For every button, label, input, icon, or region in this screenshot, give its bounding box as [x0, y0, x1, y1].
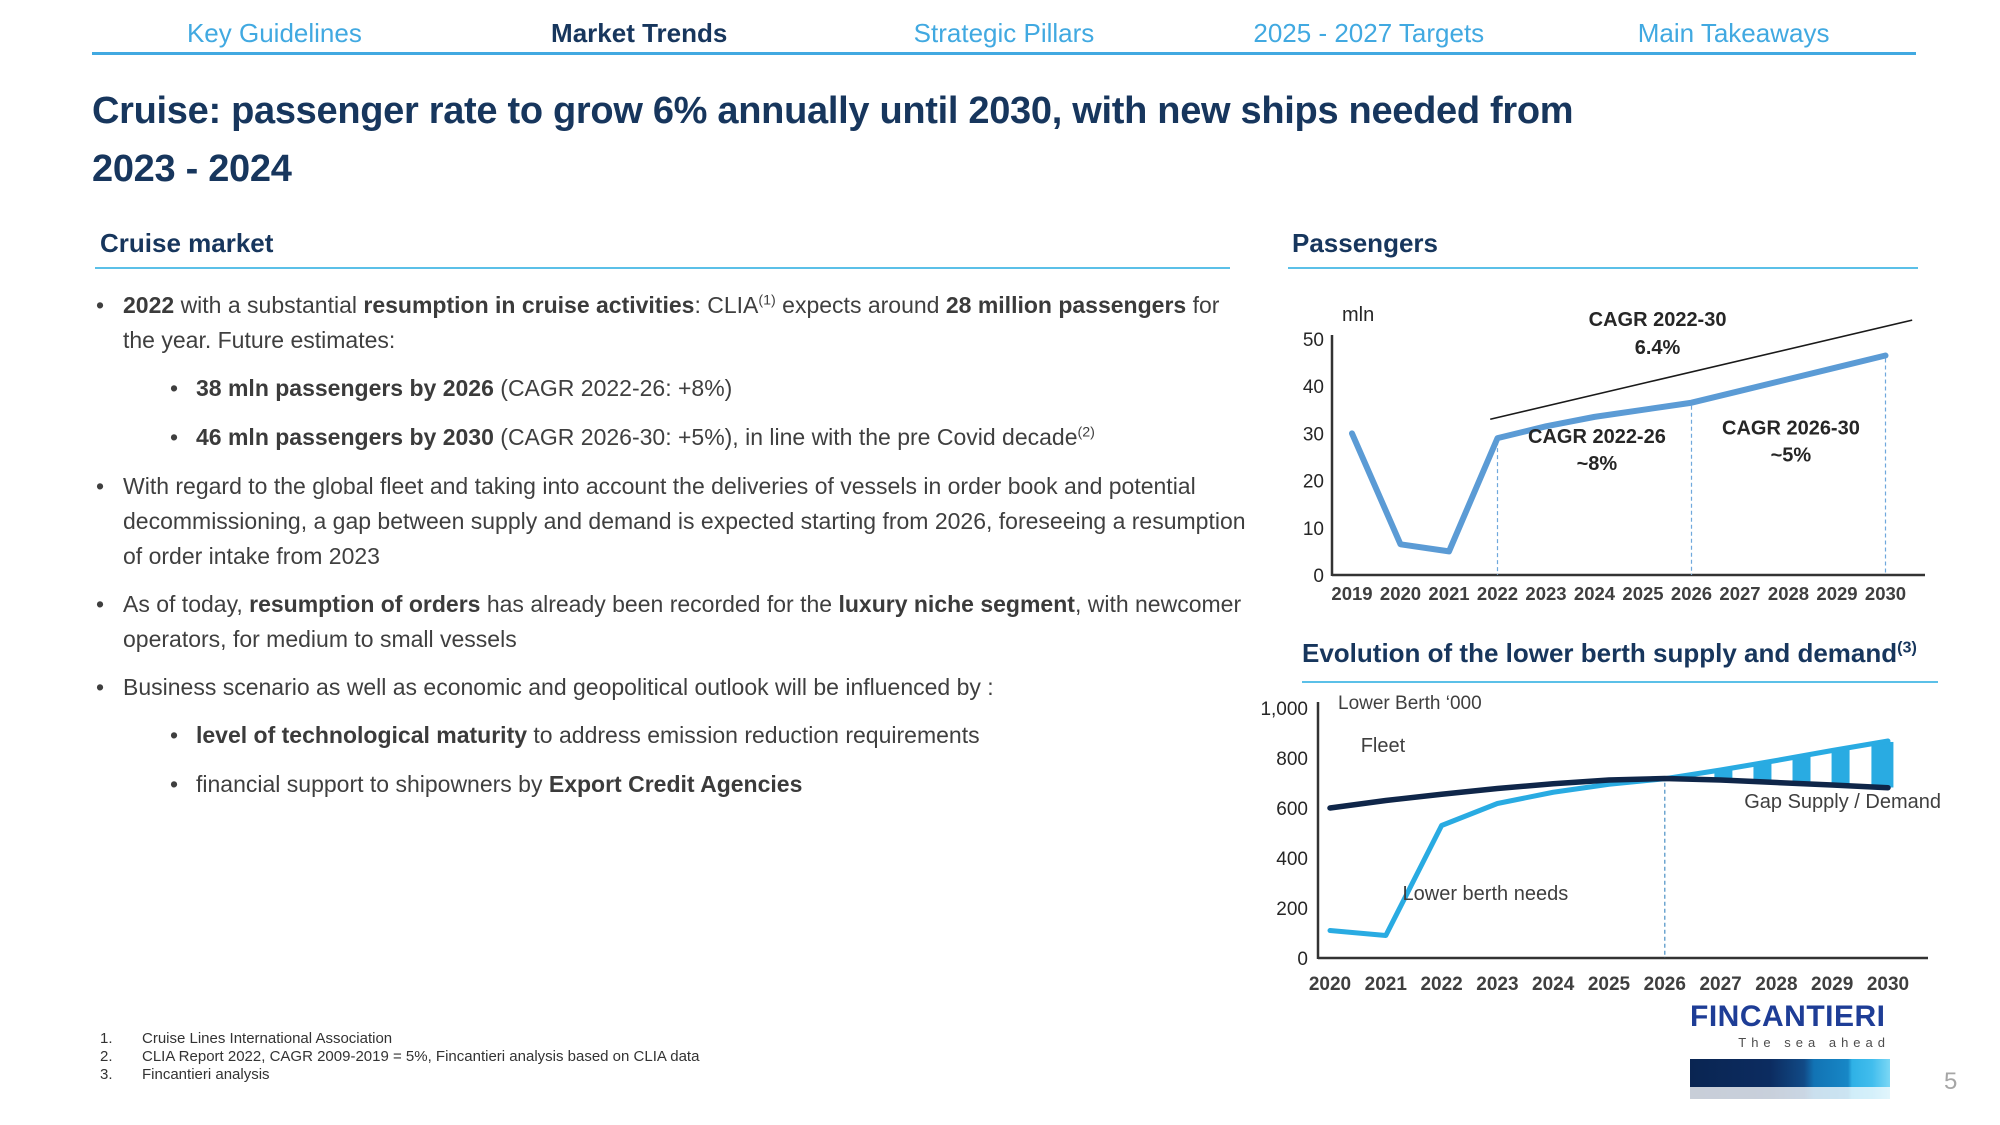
gap-bar — [1871, 741, 1894, 788]
x-tick-label: 2023 — [1476, 974, 1518, 995]
passengers-chart: 0 10 20 30 40 50 mln 2019 2020 2021 2022 2023 2024 20… — [1280, 283, 1940, 618]
y-tick-label: 50 — [1303, 330, 1324, 351]
x-tick-label: 2020 — [1380, 583, 1421, 604]
cagr-annotation: CAGR 2026-30 — [1722, 417, 1860, 439]
y-tick-label: 30 — [1303, 424, 1324, 445]
nav-item-targets[interactable]: 2025 - 2027 Targets — [1253, 18, 1485, 48]
fincantieri-wordmark: FINCANTIERI — [1690, 1000, 1886, 1033]
y-tick-label: 200 — [1276, 899, 1308, 920]
bullet-item: With regard to the global fleet and taki… — [92, 469, 1247, 574]
berth-heading-text: Evolution of the lower berth supply and … — [1302, 638, 1898, 668]
x-tick-label: 2025 — [1588, 974, 1631, 995]
cagr-trend-line — [1490, 319, 1913, 421]
sub-bullet-item: 46 mln passengers by 2030 (CAGR 2026-30:… — [168, 420, 1247, 455]
sub-bullet-item: level of technological maturity to addre… — [168, 718, 1247, 753]
y-tick-label: 0 — [1313, 566, 1324, 587]
x-tick-label: 2029 — [1816, 583, 1857, 604]
x-tick-label: 2022 — [1420, 974, 1462, 995]
cruise-market-bullet-list: 2022 with a substantial resumption in cr… — [92, 288, 1247, 816]
x-tick-label: 2019 — [1331, 583, 1372, 604]
page-number: 5 — [1944, 1068, 1958, 1095]
gap-bar — [1753, 762, 1772, 782]
bullet-item: Business scenario as well as economic an… — [92, 670, 1247, 705]
y-tick-label: 0 — [1297, 949, 1308, 970]
x-tick-label: 2020 — [1309, 974, 1351, 995]
gap-bar — [1831, 749, 1850, 786]
y-axis-title: mln — [1342, 304, 1374, 326]
berth-heading-footnote-ref: (3) — [1897, 638, 1917, 657]
x-tick-label: 2027 — [1719, 583, 1760, 604]
logo-gradient-bar-reflection — [1690, 1087, 1890, 1099]
x-tick-label: 2025 — [1622, 583, 1663, 604]
x-tick-label: 2030 — [1867, 974, 1909, 995]
x-tick-label: 2022 — [1477, 583, 1518, 604]
x-tick-label: 2024 — [1574, 583, 1616, 604]
x-tick-label: 2026 — [1671, 583, 1712, 604]
cruise-market-heading: Cruise market — [100, 228, 274, 258]
berth-heading: Evolution of the lower berth supply and … — [1302, 638, 1917, 669]
berth-chart: 0 200 400 600 800 1,000 Lower Berth ‘000 2020 20… — [1260, 690, 1960, 1010]
sub-bullet-item: 38 mln passengers by 2026 (CAGR 2022-26:… — [168, 371, 1247, 406]
y-axis-title: Lower Berth ‘000 — [1338, 693, 1482, 714]
cagr-annotation: ~8% — [1577, 453, 1618, 475]
nav-item-key-guidelines[interactable]: Key Guidelines — [186, 18, 362, 48]
bullet-item: As of today, resumption of orders has al… — [92, 587, 1247, 657]
passengers-series-line — [1349, 352, 1889, 555]
fincantieri-logo: FINCANTIERI The sea ahead — [1690, 1000, 1890, 1099]
logo-gradient-bar — [1690, 1059, 1890, 1087]
fincantieri-tagline: The sea ahead — [1738, 1035, 1890, 1050]
y-tick-label: 1,000 — [1260, 699, 1308, 720]
x-tick-label: 2029 — [1811, 974, 1853, 995]
x-tick-label: 2024 — [1532, 974, 1575, 995]
fleet-line — [1327, 775, 1891, 811]
footnote-2: 2. CLIA Report 2022, CAGR 2009-2019 = 5%,… — [100, 1048, 700, 1065]
slide-title-line-1: Cruise: passenger rate to grow 6% annual… — [92, 90, 1574, 132]
nav-item-main-takeaways[interactable]: Main Takeaways — [1637, 18, 1830, 48]
lower-berth-needs-line — [1327, 738, 1891, 938]
x-tick-label: 2021 — [1428, 583, 1469, 604]
slide-title-line-2: 2023 - 2024 — [92, 148, 292, 190]
cagr-annotation: 6.4% — [1635, 337, 1681, 359]
cagr-annotation: ~5% — [1771, 445, 1812, 467]
x-tick-label: 2027 — [1699, 974, 1741, 995]
slide-section-nav: Key Guidelines Market Trends Strategic P… — [92, 18, 1916, 49]
gap-bar — [1792, 756, 1811, 784]
y-tick-label: 600 — [1276, 799, 1308, 820]
nav-item-strategic-pillars[interactable]: Strategic Pillars — [913, 18, 1095, 48]
berth-chart-svg: 0 200 400 600 800 1,000 Lower Berth ‘000 2020 20… — [1260, 693, 1941, 995]
footnote-3: 3. Fincantieri analysis — [100, 1066, 270, 1083]
footnotes: 1. Cruise Lines International Association… — [100, 1030, 699, 1084]
x-tick-label: 2028 — [1755, 974, 1797, 995]
y-tick-label: 20 — [1303, 472, 1324, 493]
berth-underline — [1302, 681, 1938, 683]
passengers-heading: Passengers — [1292, 228, 1438, 258]
y-tick-label: 40 — [1303, 377, 1324, 398]
x-tick-label: 2030 — [1865, 583, 1906, 604]
series-label: Lower berth needs — [1403, 883, 1569, 905]
cruise-market-underline — [95, 267, 1230, 269]
x-tick-label: 2023 — [1525, 583, 1566, 604]
x-tick-label: 2026 — [1644, 974, 1686, 995]
y-tick-label: 800 — [1276, 749, 1308, 770]
sub-bullet-item: financial support to shipowners by Expor… — [168, 767, 1247, 802]
y-tick-label: 400 — [1276, 849, 1308, 870]
cagr-annotation: CAGR 2022-30 — [1589, 309, 1727, 331]
nav-underline — [92, 52, 1916, 55]
passengers-underline — [1288, 267, 1918, 269]
gap-bar — [1714, 769, 1733, 781]
cagr-annotation: CAGR 2022-26 — [1528, 426, 1666, 448]
series-label: Fleet — [1361, 735, 1406, 757]
nav-item-market-trends[interactable]: Market Trends — [551, 18, 728, 48]
slide-title: Cruise: passenger rate to grow 6% annual… — [92, 82, 1992, 198]
footnote-1: 1. Cruise Lines International Association — [100, 1030, 393, 1047]
bullet-item: 2022 with a substantial resumption in cr… — [92, 288, 1247, 358]
y-tick-label: 10 — [1303, 519, 1324, 540]
x-tick-label: 2021 — [1365, 974, 1408, 995]
x-tick-label: 2028 — [1768, 583, 1809, 604]
series-label: Gap Supply / Demand — [1744, 791, 1941, 813]
